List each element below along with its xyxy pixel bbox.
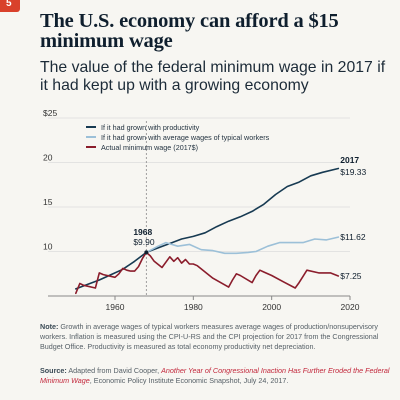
legend-label-1: If it had grown with productivity xyxy=(101,123,200,132)
section-badge-number: 5 xyxy=(6,0,12,9)
annotation-start-value: $9.90 xyxy=(133,237,155,247)
annotation-actual-value: $7.25 xyxy=(340,271,362,281)
x-tick-label: 1960 xyxy=(106,302,125,312)
y-tick-label: 15 xyxy=(43,197,53,207)
annotation-start-dot xyxy=(144,250,149,255)
annotation-end-year: 2017 xyxy=(340,155,359,165)
legend-label-3: Actual minimum wage (2017$) xyxy=(101,143,198,152)
annotation-start-year: 1968 xyxy=(133,227,152,237)
source-title-link[interactable]: Another Year of Congressional Inaction H… xyxy=(40,366,390,385)
source-label: Source: xyxy=(40,366,67,375)
annotation-layer: 1968$9.90 2017 $19.33 $11.62 $7.25 xyxy=(133,155,366,281)
section-badge: 5 xyxy=(0,0,20,12)
source-suffix: , Economic Policy Institute Economic Sna… xyxy=(89,376,289,385)
x-tick-label: 2020 xyxy=(341,302,360,312)
series-line-1 xyxy=(75,167,340,290)
x-tick-label: 1980 xyxy=(184,302,203,312)
chart-source: Source: Adapted from David Cooper, Anoth… xyxy=(40,366,390,386)
axis-layer: 10 15 20 $25 1960 1980 2000 2020 xyxy=(43,108,360,312)
legend-label-2: If it had grown with average wages of ty… xyxy=(101,133,270,142)
series-line-2 xyxy=(145,236,340,255)
note-text: Growth in average wages of typical worke… xyxy=(40,322,379,351)
page-subtitle: The value of the federal minimum wage in… xyxy=(40,59,386,94)
annotation-wages-value: $11.62 xyxy=(340,232,366,242)
series-line-3 xyxy=(75,251,340,295)
page-title: The U.S. economy can afford a $15 minimu… xyxy=(40,10,339,52)
source-prefix: Adapted from David Cooper, xyxy=(68,366,160,375)
series-layer xyxy=(75,167,340,295)
note-label: Note: xyxy=(40,322,59,331)
x-tick-label: 2000 xyxy=(262,302,281,312)
grid-layer xyxy=(48,117,350,297)
annotation-productivity-value: $19.33 xyxy=(340,167,366,177)
chart-note: Note: Growth in average wages of typical… xyxy=(40,322,390,352)
y-tick-label: 10 xyxy=(43,242,53,252)
y-tick-label: 20 xyxy=(43,153,53,163)
y-tick-label: $25 xyxy=(43,108,57,118)
